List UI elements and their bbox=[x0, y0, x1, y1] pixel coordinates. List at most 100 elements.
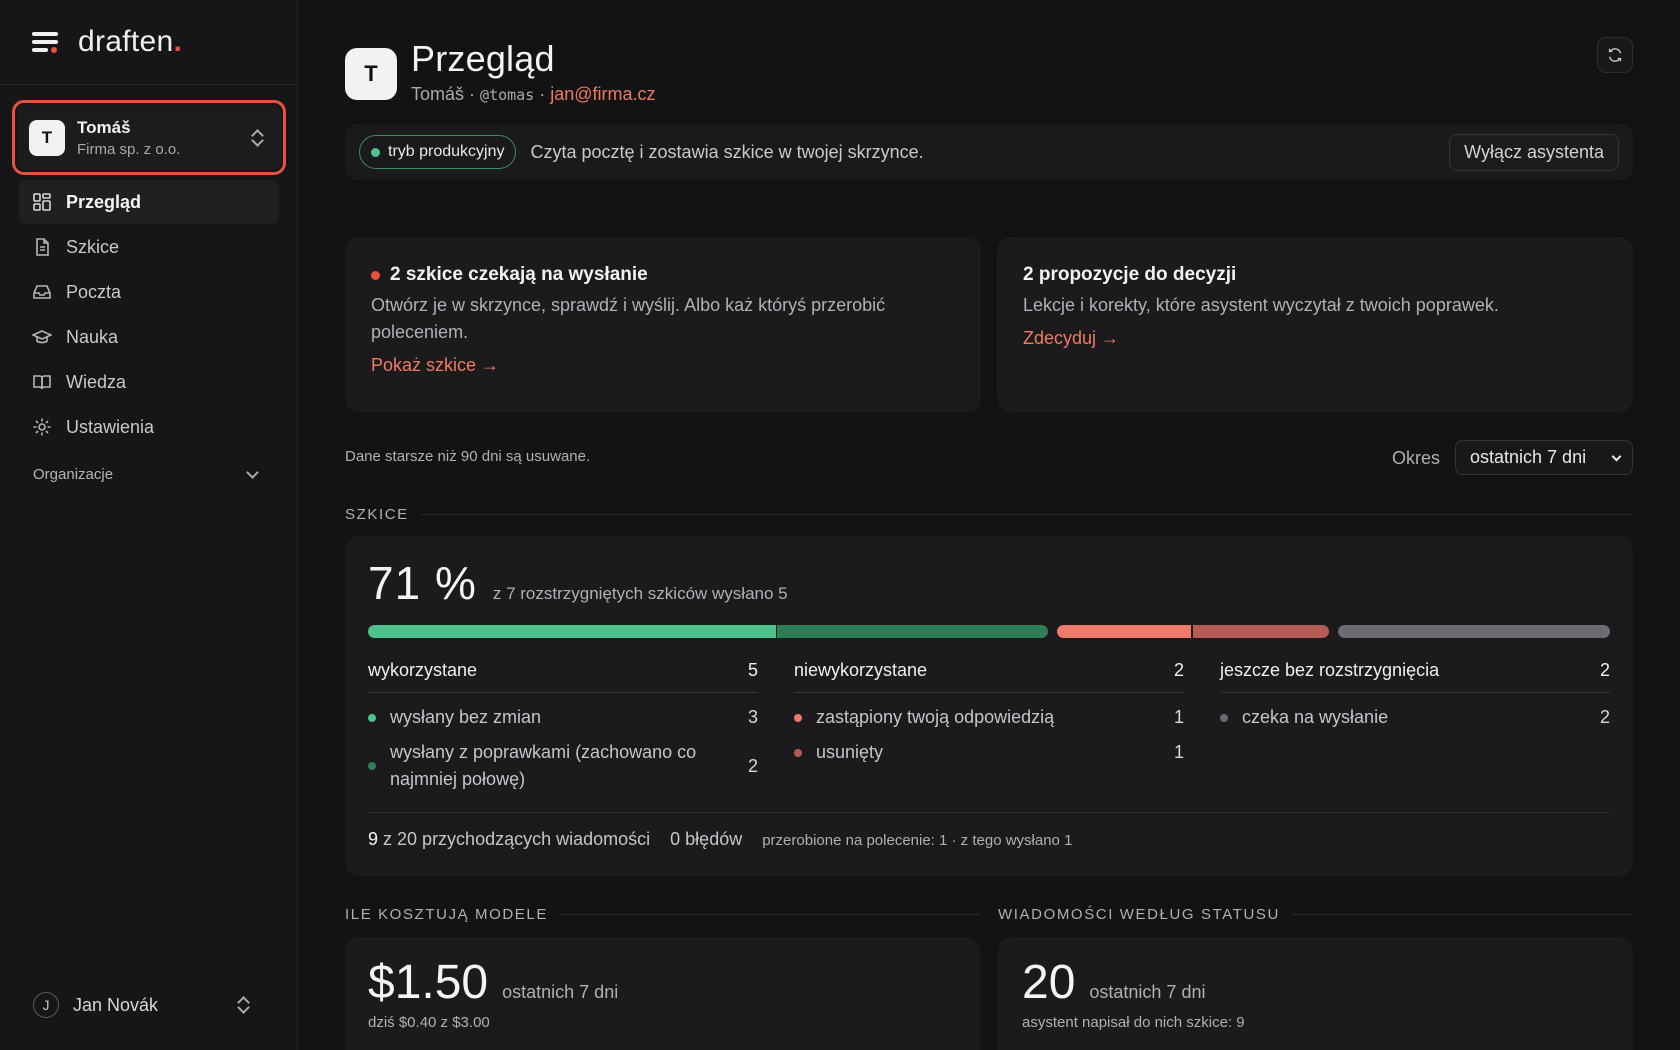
header-handle: @tomas bbox=[480, 86, 535, 104]
drafts-stats-card bbox=[345, 536, 1633, 876]
mode-banner: tryb produkcyjny Czyta pocztę i zostawia… bbox=[345, 124, 1633, 180]
alert-dot-icon bbox=[371, 270, 380, 280]
mode-description: Czyta pocztę i zostawia szkice w twojej … bbox=[530, 141, 924, 162]
chevron-down-icon bbox=[246, 466, 259, 479]
sidebar-item-label: Nauka bbox=[66, 326, 119, 347]
sidebar-item-szkice[interactable]: Szkice bbox=[19, 225, 279, 269]
chevron-down-icon bbox=[1611, 451, 1622, 462]
bar-sent-edited bbox=[777, 625, 1048, 638]
card-description: Otwórz je w skrzynce, sprawdź i wyślij. … bbox=[371, 295, 886, 342]
messages-period: ostatnich 7 dni bbox=[1089, 982, 1206, 1002]
divider bbox=[368, 812, 1610, 813]
account-org: Firma sp. z o.o. bbox=[77, 140, 181, 158]
disable-assistant-button[interactable]: Wyłącz asystenta bbox=[1449, 134, 1619, 171]
inbox-icon bbox=[32, 282, 52, 302]
sidebar-item-wiedza[interactable]: Wiedza bbox=[19, 360, 279, 404]
user-avatar: J bbox=[33, 992, 59, 1018]
messages-value: 20 bbox=[1022, 956, 1076, 1009]
sidebar-item-przeglad[interactable]: Przegląd bbox=[19, 180, 279, 224]
status-dot-icon bbox=[371, 147, 380, 157]
sidebar-item-nauka[interactable]: Nauka bbox=[19, 315, 279, 359]
account-name: Tomáš bbox=[77, 117, 131, 137]
header-email[interactable]: jan@firma.cz bbox=[550, 84, 656, 104]
bar-sent-unchanged bbox=[368, 625, 776, 638]
header-avatar: T bbox=[345, 48, 397, 100]
proposals-card: 2 propozycje do decyzji Lekcje i korekty… bbox=[997, 237, 1633, 412]
book-icon bbox=[32, 372, 52, 392]
used-column: wykorzystane 5 wysłany bez zmian 3 wysła… bbox=[368, 660, 758, 793]
show-drafts-link[interactable]: Pokaż szkice → bbox=[371, 355, 500, 375]
costs-card bbox=[345, 937, 980, 1050]
user-name: Jan Novák bbox=[73, 994, 159, 1015]
status-dot-icon bbox=[1220, 713, 1228, 722]
user-menu[interactable]: J Jan Novák bbox=[33, 992, 265, 1018]
status-dot-icon bbox=[794, 748, 802, 757]
messages-card bbox=[998, 937, 1633, 1050]
period-select[interactable]: ostatnich 7 dni bbox=[1455, 440, 1633, 475]
column-header: wykorzystane 5 bbox=[368, 660, 758, 693]
status-dot-icon bbox=[368, 713, 376, 722]
status-dot-icon bbox=[794, 713, 802, 722]
dashboard-icon bbox=[32, 192, 52, 212]
status-dot-icon bbox=[368, 762, 376, 770]
sidebar: draften. T Tomáš Firma sp. z o.o. Przegl… bbox=[0, 0, 298, 1050]
refresh-icon bbox=[1608, 48, 1622, 62]
messages-sub: asystent napisał do nich szkice: 9 bbox=[1022, 1014, 1245, 1031]
organizations-toggle[interactable]: Organizacje bbox=[33, 466, 263, 483]
gear-icon bbox=[32, 417, 52, 437]
brand: draften. bbox=[32, 22, 182, 62]
document-icon bbox=[32, 237, 52, 257]
sidebar-nav: Przegląd Szkice Poczta Nauka Wiedza bbox=[19, 180, 279, 450]
organizations-label: Organizacje bbox=[33, 466, 114, 483]
chevron-up-down-icon bbox=[251, 129, 263, 147]
bar-replaced bbox=[1057, 625, 1191, 638]
errors-count: 0 błędów bbox=[670, 829, 743, 849]
costs-row: $1.50 ostatnich 7 dni bbox=[368, 955, 618, 1010]
drafts-percent-row: 71 % z 7 rozstrzygniętych szkiców wysłan… bbox=[368, 556, 788, 610]
sidebar-item-ustawienia[interactable]: Ustawienia bbox=[19, 405, 279, 449]
page-title: Przegląd bbox=[411, 38, 555, 79]
refresh-button[interactable] bbox=[1597, 37, 1633, 73]
card-title: 2 szkice czekają na wysłanie bbox=[371, 264, 955, 286]
costs-value: $1.50 bbox=[368, 956, 489, 1009]
page-subtitle: Tomáš · @tomas · jan@firma.cz bbox=[411, 84, 656, 104]
costs-period: ostatnich 7 dni bbox=[502, 982, 619, 1002]
mode-badge: tryb produkcyjny bbox=[359, 135, 516, 169]
chevron-up-down-icon bbox=[237, 996, 249, 1014]
column-header: jeszcze bez rozstrzygnięcia 2 bbox=[1220, 660, 1610, 693]
costs-section-label: ILE KOSZTUJĄ MODELE bbox=[345, 906, 980, 923]
list-item: usunięty 1 bbox=[794, 739, 1184, 766]
costs-sub: dziś $0.40 z $3.00 bbox=[368, 1014, 490, 1031]
retention-note: Dane starsze niż 90 dni są usuwane. bbox=[345, 448, 591, 465]
graduation-cap-icon bbox=[32, 327, 52, 347]
sidebar-item-label: Wiedza bbox=[66, 371, 127, 392]
sidebar-item-label: Ustawienia bbox=[66, 416, 155, 437]
card-description: Lekcje i korekty, które asystent wyczyta… bbox=[1023, 295, 1499, 315]
drafts-percent: 71 % bbox=[368, 557, 477, 609]
sidebar-item-label: Przegląd bbox=[66, 191, 142, 212]
decide-link[interactable]: Zdecyduj → bbox=[1023, 328, 1120, 348]
messages-section-label: WIADOMOŚCI WEDŁUG STATUSU bbox=[998, 906, 1633, 923]
sidebar-item-label: Poczta bbox=[66, 281, 122, 302]
list-item: wysłany z poprawkami (zachowano co najmn… bbox=[368, 739, 758, 793]
handled-count: 9 z 20 przychodzących wiadomości bbox=[368, 829, 651, 849]
account-switcher[interactable]: T Tomáš Firma sp. z o.o. bbox=[12, 100, 286, 175]
sidebar-item-poczta[interactable]: Poczta bbox=[19, 270, 279, 314]
messages-row: 20 ostatnich 7 dni bbox=[1022, 955, 1205, 1010]
sidebar-divider bbox=[0, 84, 298, 85]
brand-logo[interactable]: draften. bbox=[78, 25, 183, 58]
drafts-summary: 9 z 20 przychodzących wiadomości 0 błędó… bbox=[368, 829, 1072, 850]
period-label: Okres bbox=[1392, 448, 1441, 468]
account-avatar: T bbox=[29, 119, 65, 156]
list-item: czeka na wysłanie 2 bbox=[1220, 704, 1610, 731]
menu-icon[interactable] bbox=[32, 31, 60, 53]
drafts-waiting-card: 2 szkice czekają na wysłanie Otwórz je w… bbox=[345, 237, 981, 412]
bar-pending bbox=[1338, 625, 1610, 638]
sidebar-item-label: Szkice bbox=[66, 236, 120, 257]
card-title: 2 propozycje do decyzji bbox=[1023, 264, 1237, 285]
drafts-percent-desc: z 7 rozstrzygniętych szkiców wysłano 5 bbox=[492, 584, 788, 603]
unused-column: niewykorzystane 2 zastąpiony twoją odpow… bbox=[794, 660, 1184, 766]
reworked-count: przerobione na polecenie: 1 · z tego wys… bbox=[762, 832, 1073, 849]
list-item: wysłany bez zmian 3 bbox=[368, 704, 758, 731]
column-header: niewykorzystane 2 bbox=[794, 660, 1184, 693]
